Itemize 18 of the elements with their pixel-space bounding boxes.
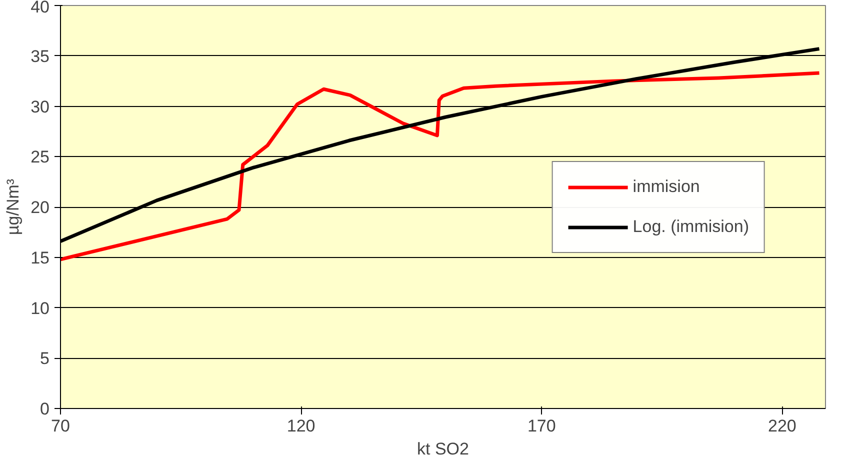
x-tick-label: 120 — [286, 416, 316, 436]
y-tick-label: 15 — [30, 248, 50, 268]
y-tick-label: 10 — [30, 298, 50, 318]
legend-label: immision — [632, 176, 700, 196]
x-tick-label: 220 — [768, 416, 796, 436]
y-tick-label: 5 — [40, 349, 50, 368]
y-tick-label: 30 — [30, 97, 50, 116]
y-tick-label: 35 — [30, 46, 50, 66]
y-axis-title: µg/Nm³ — [4, 178, 23, 236]
legend-label: Log. (immision) — [632, 216, 749, 236]
x-tick-label: 70 — [51, 416, 70, 436]
x-axis-title: kt SO2 — [417, 440, 469, 458]
y-tick-label: 40 — [30, 0, 50, 16]
x-tick-label: 170 — [527, 416, 556, 436]
y-tick-label: 25 — [30, 148, 50, 167]
line-series — [60, 71, 821, 262]
y-tick-label: 0 — [40, 400, 50, 418]
y-tick-label: 20 — [30, 198, 50, 217]
